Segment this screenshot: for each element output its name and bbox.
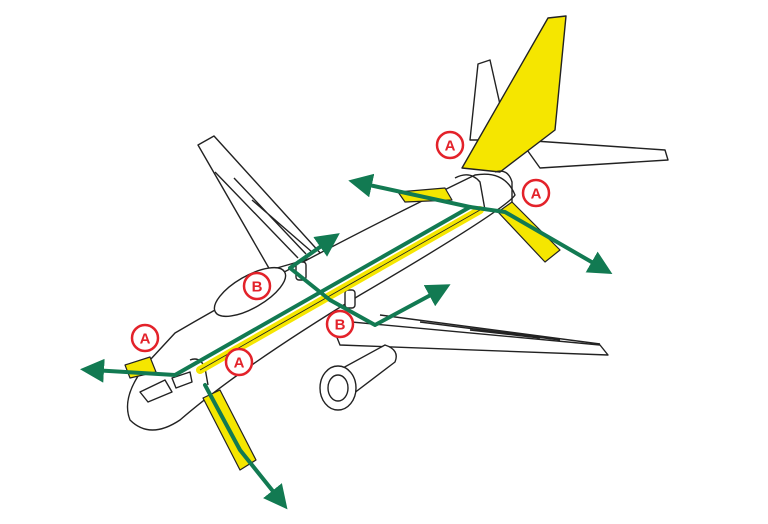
evac-path-main-aisle (173, 205, 472, 377)
label-a-tail-right: A (521, 178, 551, 208)
evac-path-overwing-right (328, 284, 451, 327)
right-overwing-exit (344, 289, 356, 309)
evac-path-rear-left (348, 173, 472, 209)
label-b-wing-right: B (325, 309, 355, 339)
evac-path-front-left (80, 358, 177, 383)
svg-text:B: B (335, 317, 346, 334)
right-engine-core (327, 374, 349, 402)
label-a-tail-left: A (435, 130, 465, 160)
slide-rear-right (497, 201, 561, 263)
right-stabilizer (519, 139, 669, 169)
evac-path-rear-right (468, 205, 613, 274)
svg-text:A: A (140, 331, 151, 348)
label-a-nose-left: A (130, 323, 160, 353)
svg-text:A: A (445, 138, 456, 155)
label-b-wing-left: B (242, 271, 272, 301)
svg-text:A: A (531, 186, 542, 203)
left-wing-flap-detail (214, 171, 313, 259)
evac-path-overwing-left (288, 233, 340, 302)
rear-door-frame (454, 170, 513, 211)
svg-text:A: A (234, 355, 245, 372)
evac-path-front-right (203, 383, 288, 510)
tail-fin (461, 15, 567, 173)
cockpit-windows (139, 371, 193, 403)
label-a-nose-right: A (224, 347, 254, 377)
left-wing (197, 135, 323, 271)
right-wing-flap-detail (379, 314, 601, 345)
svg-text:B: B (252, 279, 263, 296)
